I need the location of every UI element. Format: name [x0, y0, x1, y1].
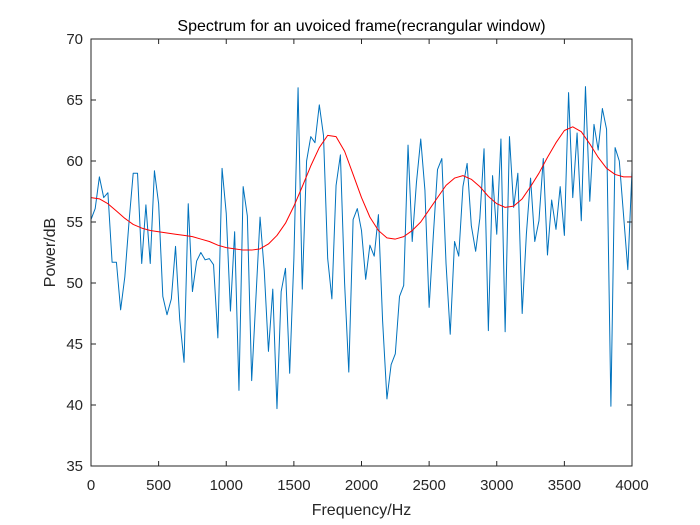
x-axis-label: Frequency/Hz	[312, 502, 412, 519]
y-tick-label: 60	[66, 153, 83, 170]
envelope-line	[90, 126, 632, 251]
y-tick-label: 35	[66, 458, 83, 475]
y-tick-label: 45	[66, 336, 83, 353]
chart-title: Spectrum for an uvoiced frame(recrangula…	[177, 18, 545, 35]
x-tick-label: 1500	[277, 477, 310, 494]
x-tick-label: 4000	[615, 477, 648, 494]
y-tick-label: 65	[66, 92, 83, 109]
x-tick-label: 1000	[210, 477, 243, 494]
tick-layer: 0 500 1000 1500 2000 2500 3000 3500 4000 35 40 45 50…	[66, 31, 648, 494]
x-tick-label: 0	[87, 477, 95, 494]
spectrum-line	[90, 86, 633, 410]
plot-area	[91, 39, 632, 466]
x-tick-label: 2500	[412, 477, 445, 494]
x-tick-label: 500	[146, 477, 171, 494]
series-layer	[90, 86, 633, 410]
x-tick-label: 2000	[345, 477, 378, 494]
y-axis-label: Power/dB	[42, 218, 59, 287]
x-tick-label: 3000	[480, 477, 513, 494]
y-tick-label: 55	[66, 214, 83, 231]
y-tick-label: 50	[66, 275, 83, 292]
x-tick-label: 3500	[548, 477, 581, 494]
y-tick-label: 40	[66, 397, 83, 414]
y-tick-label: 70	[66, 31, 83, 48]
